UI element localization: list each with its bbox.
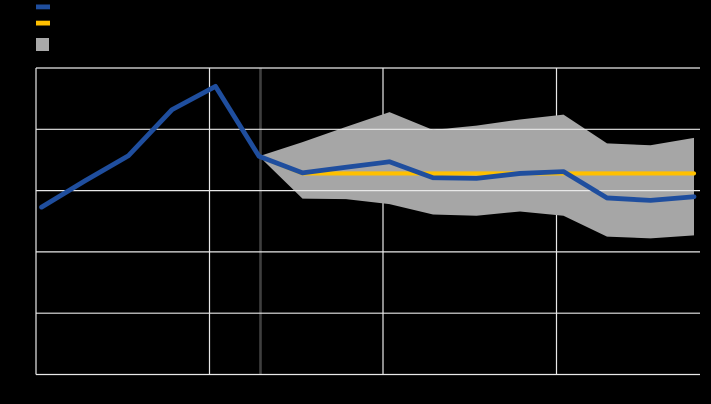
legend-swatch-blue-line-icon	[36, 4, 50, 10]
legend-swatch-yellow-line-icon	[36, 20, 50, 26]
vertical-gridlines	[35, 68, 558, 375]
reference-line-yellow	[256, 154, 697, 176]
main-series-line-blue	[39, 83, 697, 210]
horizontal-gridlines	[36, 67, 700, 376]
legend	[36, 4, 50, 51]
legend-swatch-band-icon	[36, 38, 49, 51]
